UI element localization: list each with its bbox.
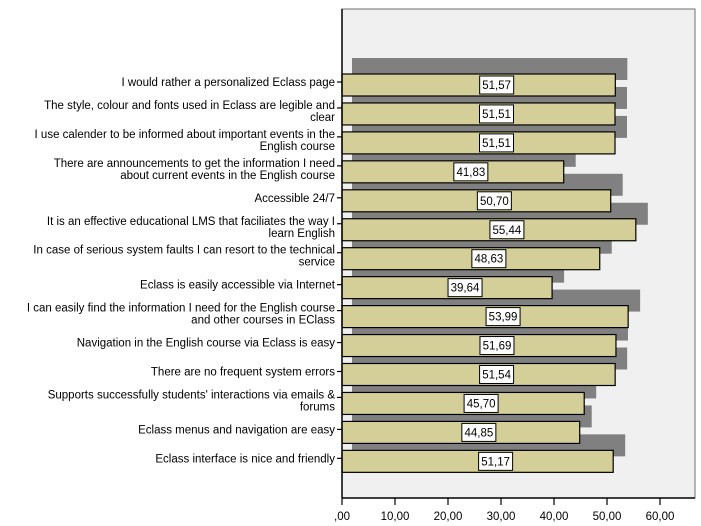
category-label: Navigation in the English course via Ecl…	[77, 338, 335, 350]
value-label-box	[479, 365, 515, 384]
category-label-line: forums	[300, 401, 335, 413]
value-label: 55,44	[493, 225, 522, 237]
value-label-box	[461, 422, 497, 442]
bars	[341, 73, 637, 473]
bar	[341, 160, 565, 184]
value-label-box	[476, 191, 512, 211]
value-label-box	[453, 162, 489, 182]
value-label: 51,51	[482, 138, 511, 150]
value-label: 51,57	[482, 80, 511, 92]
value-label: 50,70	[480, 196, 509, 208]
bar	[341, 362, 616, 387]
bar	[341, 276, 553, 300]
bar	[341, 420, 581, 444]
value-label: 53,99	[489, 312, 518, 324]
category-label: The style, colour and fonts used in Ecla…	[44, 100, 335, 124]
bar	[341, 305, 629, 329]
category-label-line: There are announcements to get the infor…	[54, 158, 335, 170]
value-label: 39,64	[451, 283, 480, 295]
bar	[341, 73, 616, 97]
value-label: 45,70	[467, 398, 496, 410]
bar	[341, 218, 637, 242]
value-label-box	[479, 336, 515, 356]
category-label: Eclass interface is nice and friendly	[155, 453, 335, 465]
value-label-box	[479, 104, 515, 124]
category-label: There are announcements to get the infor…	[54, 158, 335, 182]
category-label-line: I use calender to be informed about impo…	[35, 129, 335, 141]
x-tick-label: 30,00	[487, 511, 516, 523]
category-label: I would rather a personalized Eclass pag…	[121, 77, 335, 89]
category-label: Eclass menus and navigation are easy	[138, 424, 335, 436]
value-label-box	[489, 220, 525, 240]
x-tick-label: 20,00	[434, 511, 463, 523]
category-label: In case of serious system faults I can r…	[33, 245, 335, 269]
category-labels: I would rather a personalized Eclass pag…	[27, 77, 342, 465]
value-label-box	[447, 278, 483, 298]
value-label: 51,69	[483, 341, 512, 353]
x-tick-label: 60,00	[646, 511, 675, 523]
category-label: Accessible 24/7	[254, 193, 335, 205]
bar-gap	[342, 58, 352, 64]
x-axis: ,00 10,00 20,00 30,00 40,00 50,00 60,00	[334, 497, 695, 523]
x-tick-label: 50,00	[593, 511, 622, 523]
value-label: 51,17	[481, 456, 510, 468]
bar	[341, 449, 614, 473]
value-label: 41,83	[456, 167, 485, 179]
bar	[341, 102, 616, 126]
x-tick-label: 40,00	[540, 511, 569, 523]
category-label: Eclass is easily accessible via Internet	[140, 280, 336, 292]
bar	[341, 247, 601, 271]
value-label-box	[478, 451, 514, 471]
category-label-line: Supports successfully students' interact…	[48, 389, 336, 401]
value-labels: 51,57 51,51 51,51 41,83 50,70 55,44 48,63 39,64…	[447, 75, 525, 471]
value-label: 51,51	[482, 109, 511, 121]
value-label-box	[471, 249, 507, 269]
category-label: I use calender to be informed about impo…	[35, 129, 335, 153]
category-label-line: and other courses in EClass	[191, 315, 335, 327]
category-label-line: In case of serious system faults I can r…	[33, 245, 335, 257]
category-label: It is an effective educational LMS that …	[47, 216, 335, 240]
category-label-line: about current events in the English cour…	[120, 170, 335, 182]
category-label-line: learn English	[269, 228, 335, 240]
value-label: 44,85	[464, 427, 493, 439]
category-label: I can easily find the information I need…	[27, 303, 335, 327]
bar	[341, 131, 616, 155]
category-label-line: The style, colour and fonts used in Ecla…	[44, 100, 335, 112]
category-label-line: It is an effective educational LMS that …	[47, 216, 335, 228]
bar	[341, 333, 617, 358]
x-tick-label: 10,00	[381, 511, 410, 523]
value-label-box	[485, 307, 521, 327]
value-label: 51,54	[482, 370, 511, 382]
value-label-box	[463, 393, 499, 413]
category-label-line: English course	[260, 141, 335, 153]
category-label: There are no frequent system errors	[151, 367, 335, 379]
category-label: Supports successfully students' interact…	[48, 389, 336, 413]
category-label-line: I can easily find the information I need…	[27, 303, 335, 315]
value-label: 48,63	[474, 254, 503, 266]
value-label-box	[479, 75, 515, 95]
bar	[341, 189, 612, 213]
x-tick-label: ,00	[334, 511, 350, 523]
category-label-line: clear	[310, 112, 335, 124]
value-label-box	[479, 133, 515, 153]
bar	[341, 391, 585, 416]
category-label-line: service	[299, 257, 335, 269]
